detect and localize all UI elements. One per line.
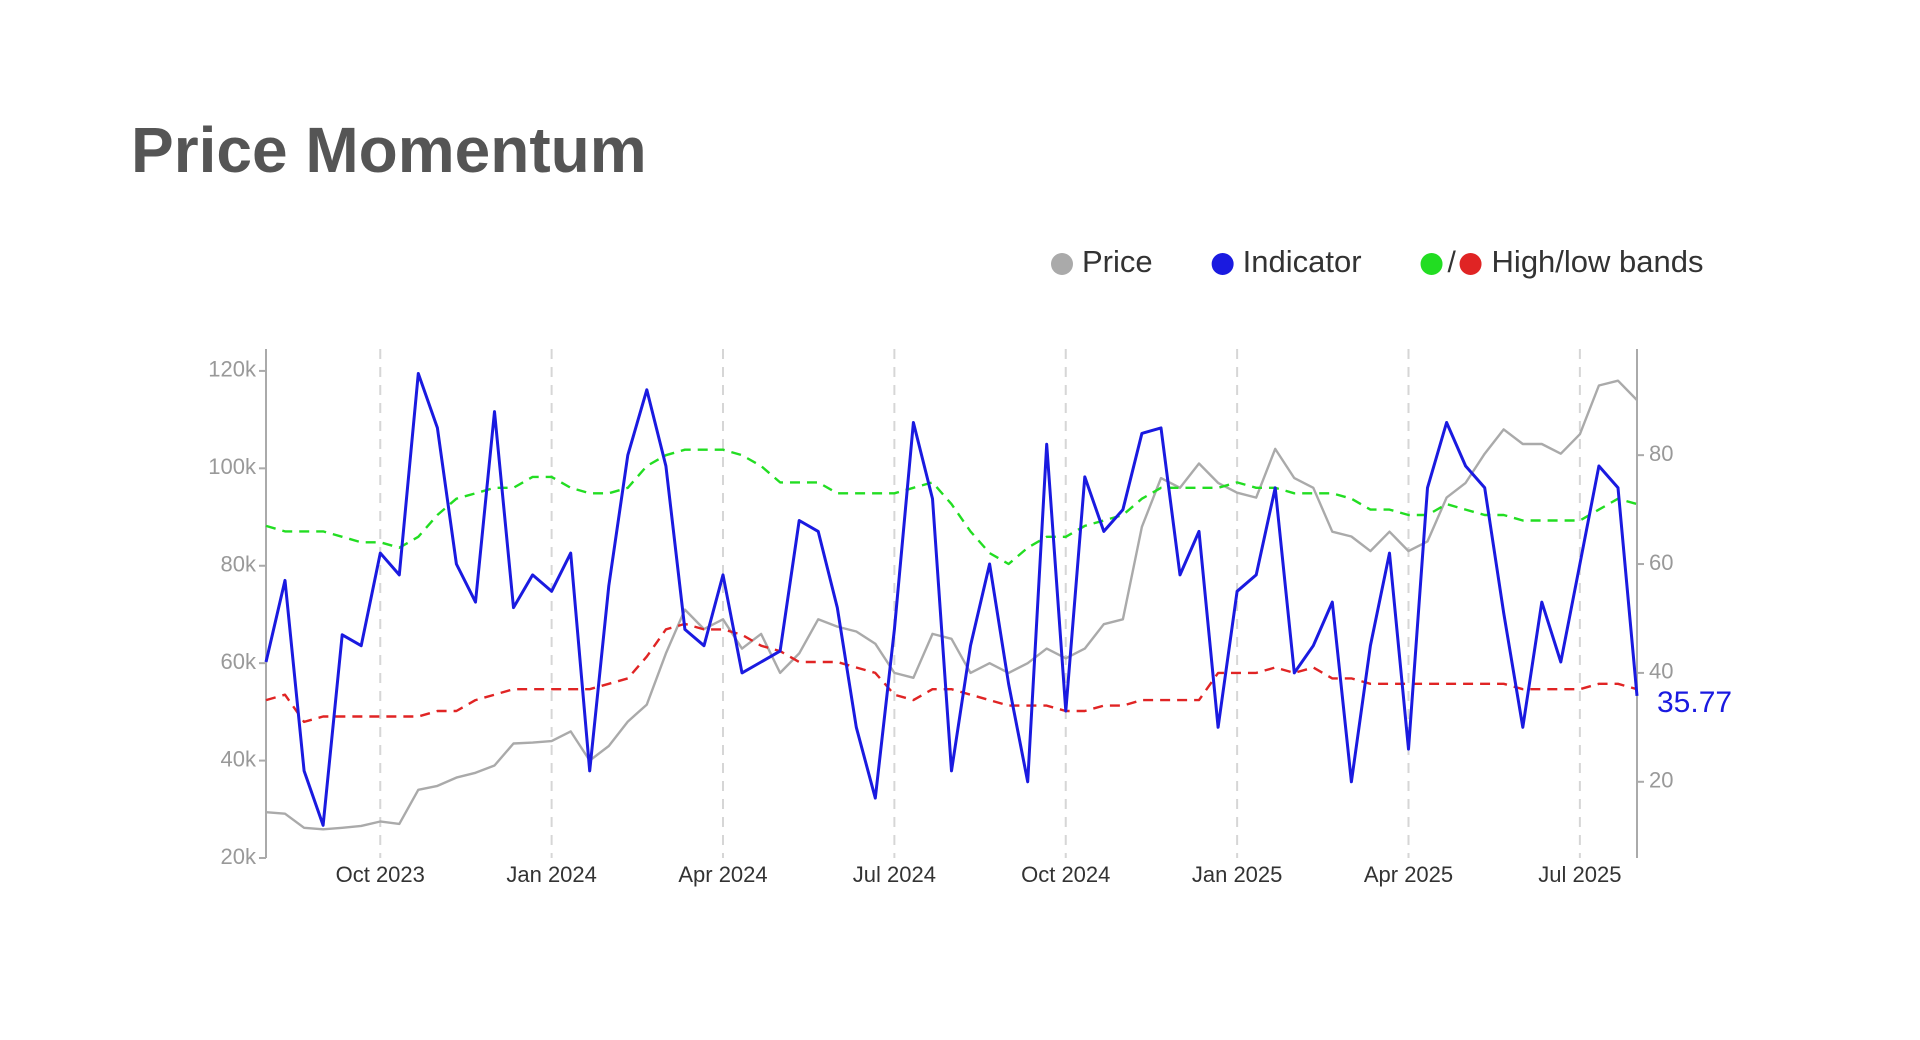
y2-tick-label: 40 (1649, 659, 1673, 684)
y2-tick-label: 60 (1649, 550, 1673, 575)
chart-title: Price Momentum (131, 114, 647, 186)
legend-dot (1051, 253, 1073, 275)
x-tick-label: Jan 2025 (1192, 862, 1283, 887)
value-label: 35.77 (1657, 686, 1732, 719)
legend-dot (1211, 253, 1234, 275)
series-line (265, 448, 1638, 566)
y2-tick-label: 80 (1649, 441, 1673, 466)
legend-dot (1420, 253, 1443, 275)
series-line (265, 622, 1638, 724)
legend-label: Indicator (1243, 244, 1362, 279)
y-tick-label: 80k (221, 552, 257, 577)
x-tick-label: Oct 2024 (1021, 862, 1110, 887)
x-tick-label: Oct 2023 (336, 862, 425, 887)
y2-tick-label: 20 (1649, 768, 1673, 793)
series-line (265, 379, 1638, 831)
series-line (264, 372, 1639, 827)
legend-label: High/low bands (1492, 244, 1704, 279)
legend-label: Price (1082, 244, 1153, 279)
x-tick-label: Apr 2024 (678, 862, 767, 887)
legend-separator: / (1448, 246, 1457, 279)
x-tick-label: Jul 2025 (1538, 862, 1621, 887)
y-tick-label: 40k (221, 746, 257, 771)
y-tick-label: 20k (221, 844, 257, 869)
x-tick-label: Apr 2025 (1364, 862, 1453, 887)
y-tick-label: 120k (208, 357, 257, 382)
legend-dot (1459, 253, 1482, 275)
x-tick-label: Jan 2024 (506, 862, 597, 887)
y-tick-label: 100k (208, 454, 257, 479)
y-tick-label: 60k (221, 649, 257, 674)
x-tick-label: Jul 2024 (853, 862, 936, 887)
